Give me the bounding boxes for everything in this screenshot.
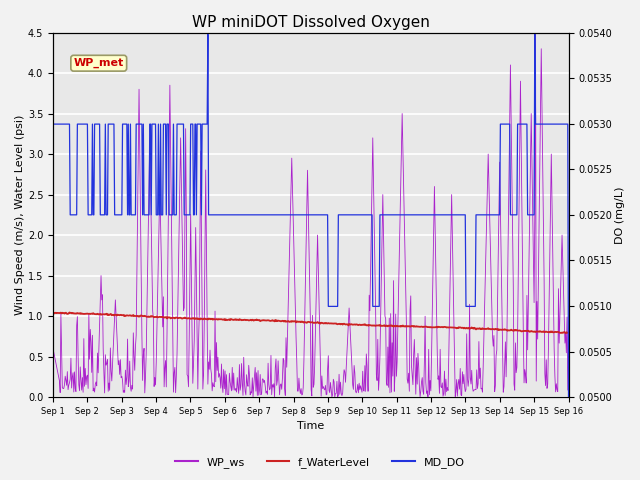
Y-axis label: Wind Speed (m/s), Water Level (psi): Wind Speed (m/s), Water Level (psi)	[15, 115, 25, 315]
Legend: WP_ws, f_WaterLevel, MD_DO: WP_ws, f_WaterLevel, MD_DO	[171, 452, 469, 472]
Y-axis label: DO (mg/L): DO (mg/L)	[615, 186, 625, 243]
Title: WP miniDOT Dissolved Oxygen: WP miniDOT Dissolved Oxygen	[192, 15, 429, 30]
Text: WP_met: WP_met	[74, 58, 124, 68]
X-axis label: Time: Time	[297, 421, 324, 432]
